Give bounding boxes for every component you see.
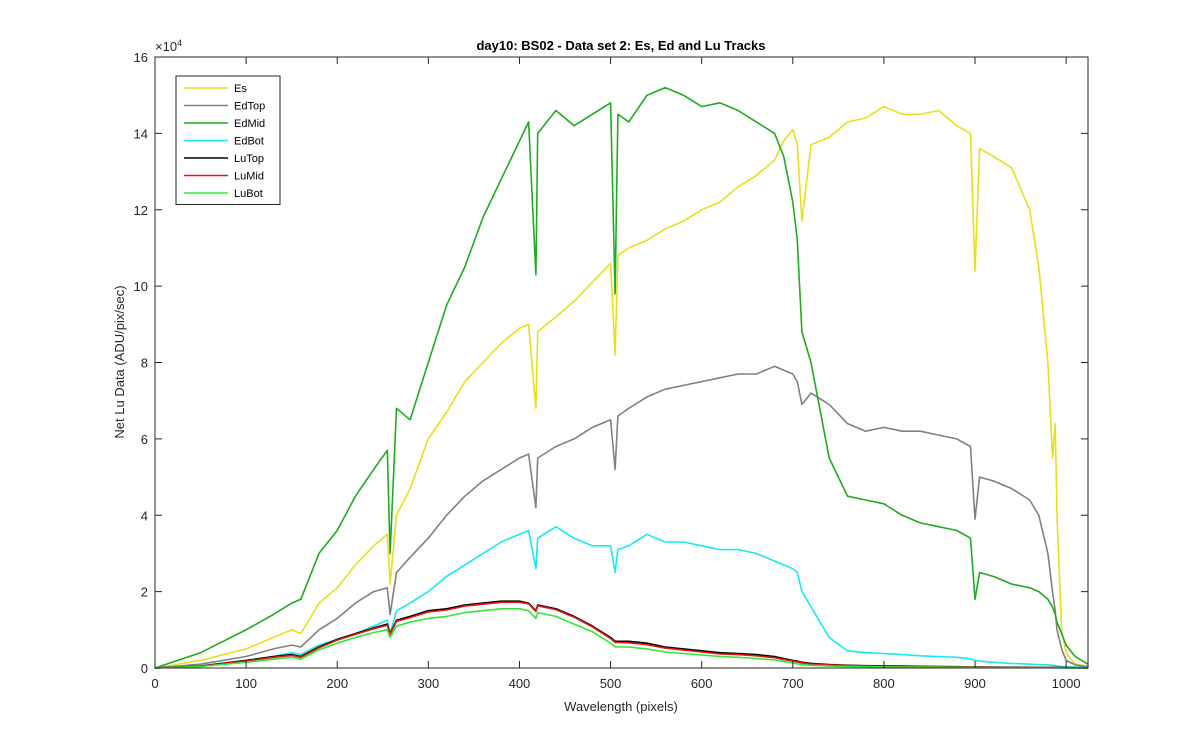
legend-label: LuBot <box>234 188 263 200</box>
y-tick-label: 10 <box>134 279 148 294</box>
axes-layer: 0 100 200 300 400 500 600 700 800 900 1000 0 2 4 6 8 10 1… <box>134 50 1089 691</box>
y-tick-label: 16 <box>134 50 148 65</box>
x-tick-label: 1000 <box>1052 676 1081 691</box>
y-exponent-power: 4 <box>177 38 182 48</box>
legend-label: EdBot <box>234 136 264 148</box>
legend-label: LuMid <box>234 171 264 183</box>
series-line-es <box>154 105 1089 669</box>
y-exponent-label: ×104 <box>155 38 182 54</box>
x-tick-label: 800 <box>873 676 895 691</box>
legend-label: EdMid <box>234 118 265 130</box>
y-axis-label: Net Lu Data (ADU/pix/sec) <box>112 285 127 438</box>
series-line-edmid <box>154 86 1089 669</box>
y-tick-label: 14 <box>134 126 148 141</box>
legend-label: EdTop <box>234 101 265 113</box>
y-tick-label: 0 <box>141 661 148 676</box>
x-tick-label: 200 <box>326 676 348 691</box>
legend-label: Es <box>234 83 247 95</box>
x-tick-label: 0 <box>151 676 158 691</box>
y-exponent-base: ×10 <box>155 39 177 54</box>
x-tick-label: 100 <box>235 676 257 691</box>
y-tick-label: 8 <box>141 356 148 371</box>
x-tick-label: 300 <box>417 676 439 691</box>
y-tick-label: 12 <box>134 203 148 218</box>
x-axis-label: Wavelength (pixels) <box>564 699 678 714</box>
x-tick-label: 400 <box>509 676 531 691</box>
y-tick-label: 4 <box>141 508 148 523</box>
legend: Es EdTop EdMid EdBot LuTop LuMid LuBot <box>175 75 281 205</box>
x-tick-label: 600 <box>691 676 713 691</box>
series-line-edtop <box>154 365 1089 669</box>
legend-label: LuTop <box>234 153 264 165</box>
plot-area <box>155 57 1088 668</box>
y-tick-label: 2 <box>141 585 148 600</box>
chart-title: day10: BS02 - Data set 2: Es, Ed and Lu … <box>476 38 765 53</box>
x-tick-label: 700 <box>782 676 804 691</box>
y-tick-label: 6 <box>141 432 148 447</box>
x-tick-label: 900 <box>964 676 986 691</box>
x-tick-label: 500 <box>600 676 622 691</box>
